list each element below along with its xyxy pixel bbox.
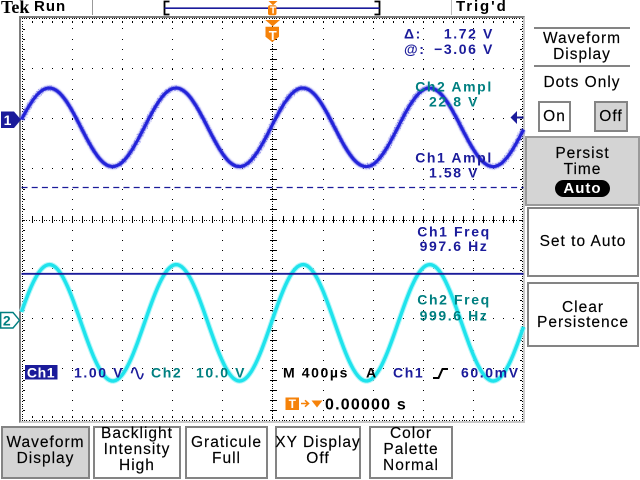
svg-text:Ch1: Ch1 <box>393 365 424 381</box>
svg-text:10.0 V: 10.0 V <box>196 365 246 381</box>
svg-text:Ch1 Ampl: Ch1 Ampl <box>415 150 493 166</box>
svg-text:T: T <box>289 397 297 411</box>
svg-text:1: 1 <box>4 112 12 128</box>
svg-text:997.6 Hz: 997.6 Hz <box>420 238 489 254</box>
svg-text:1.72 V: 1.72 V <box>444 26 494 42</box>
svg-text:Ch2 Freq: Ch2 Freq <box>417 292 490 308</box>
svg-text:1.00 V: 1.00 V <box>74 365 124 381</box>
svg-text:1.58 V: 1.58 V <box>429 165 479 181</box>
svg-text:M 400µs: M 400µs <box>283 365 349 381</box>
svg-text:@:: @: <box>404 41 426 57</box>
svg-text:T: T <box>270 6 276 17</box>
svg-text:0.00000 s: 0.00000 s <box>325 397 407 414</box>
svg-text:Ch2 Ampl: Ch2 Ampl <box>415 79 493 95</box>
svg-text:999.6 Hz: 999.6 Hz <box>420 308 489 324</box>
svg-text:22.8 V: 22.8 V <box>429 94 479 110</box>
svg-text:Ch2: Ch2 <box>151 365 182 381</box>
svg-text:2: 2 <box>3 313 11 329</box>
svg-text:Ch1: Ch1 <box>27 365 55 381</box>
svg-text:Ch1 Freq: Ch1 Freq <box>417 224 490 240</box>
svg-text:60.0mV: 60.0mV <box>461 365 520 381</box>
svg-text:Δ:: Δ: <box>404 26 422 42</box>
svg-text:T: T <box>269 28 277 43</box>
svg-text:A: A <box>366 365 378 381</box>
svg-text:−3.06 V: −3.06 V <box>434 41 494 57</box>
